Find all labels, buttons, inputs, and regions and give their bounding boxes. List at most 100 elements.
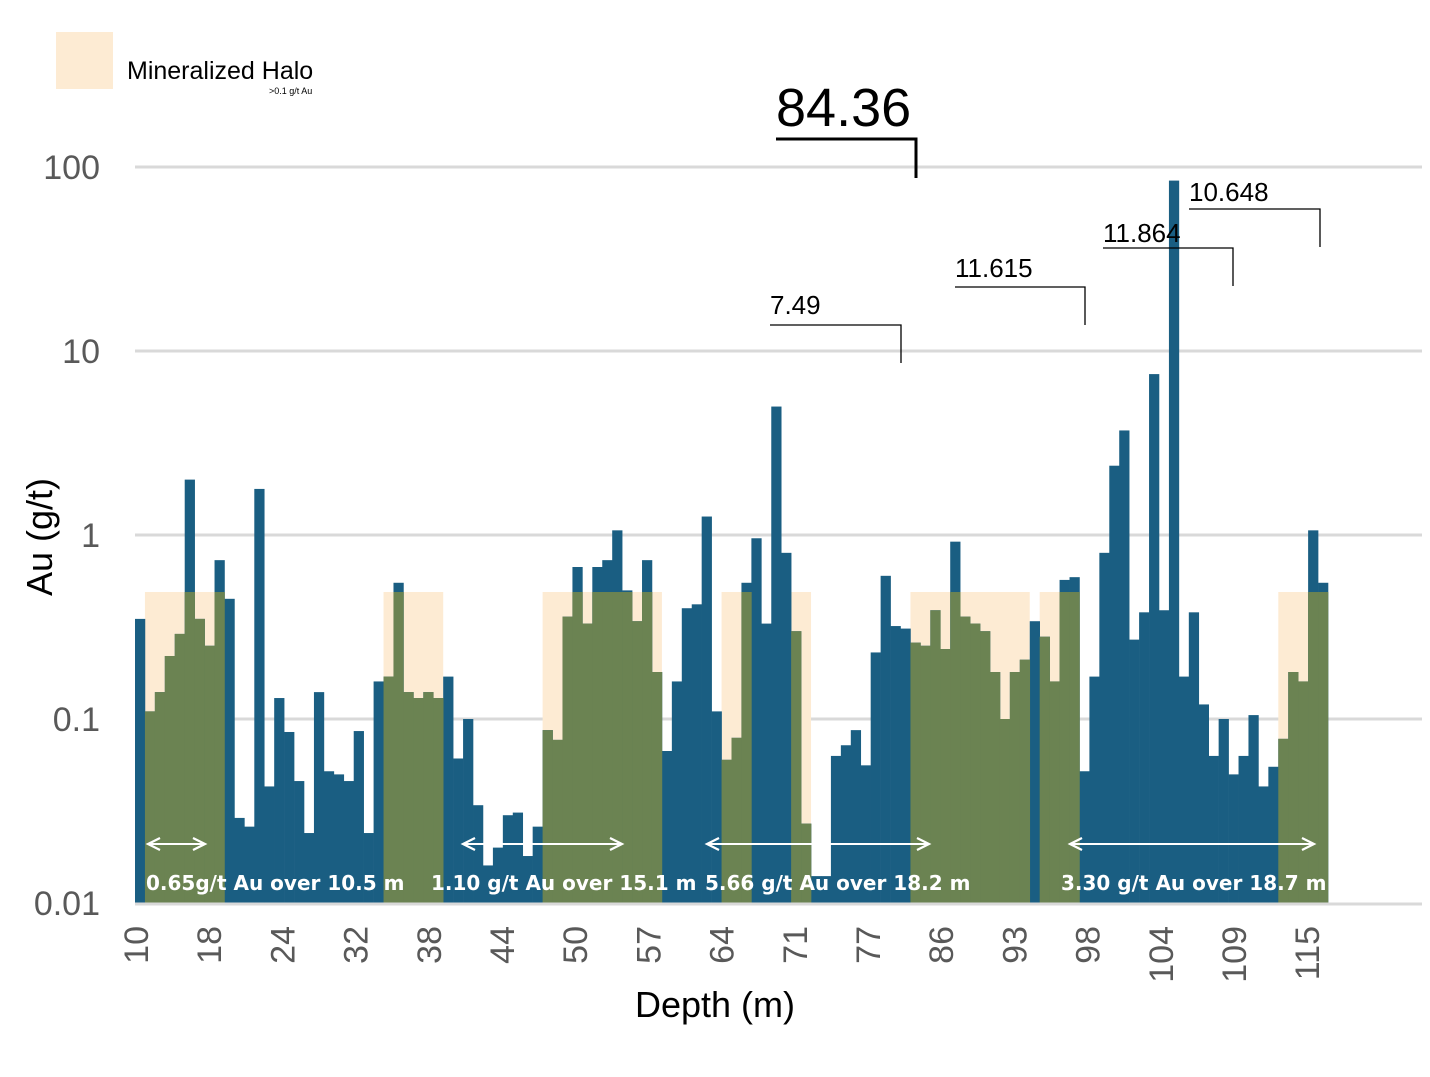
bar bbox=[711, 711, 722, 903]
bar bbox=[1158, 610, 1170, 903]
annotation-leader bbox=[1103, 247, 1234, 286]
annotation-7-49: 7.49 bbox=[770, 290, 902, 363]
bar bbox=[313, 692, 325, 903]
bar bbox=[244, 826, 255, 903]
x-tick-label: 10 bbox=[118, 926, 156, 964]
arrow-left-icon bbox=[460, 837, 476, 851]
bar bbox=[850, 730, 862, 903]
annotation-leader bbox=[776, 137, 918, 178]
annotation-leader bbox=[1189, 208, 1321, 247]
halo-bars bbox=[144, 592, 1329, 903]
bar bbox=[880, 575, 891, 903]
legend-swatch bbox=[56, 32, 113, 89]
bar bbox=[353, 731, 364, 903]
bar bbox=[1079, 771, 1090, 903]
bar bbox=[264, 786, 275, 903]
bar bbox=[284, 731, 295, 903]
y-tick-label: 1 bbox=[81, 517, 100, 555]
halo-bar bbox=[910, 642, 921, 903]
arrow-right-icon bbox=[916, 837, 932, 851]
halo-bar bbox=[423, 692, 434, 903]
halo-bar bbox=[602, 592, 613, 903]
y-tick-label: 100 bbox=[43, 149, 100, 187]
annotation-11-615: 11.615 bbox=[955, 253, 1086, 325]
halo-bar bbox=[632, 621, 643, 903]
halo-bar bbox=[433, 698, 444, 903]
bar bbox=[502, 815, 514, 903]
x-tick-label: 71 bbox=[777, 926, 815, 964]
halo-bar bbox=[1298, 681, 1309, 903]
halo-bar bbox=[1009, 672, 1021, 903]
halo-bar bbox=[194, 618, 205, 903]
halo-bar bbox=[1069, 592, 1080, 903]
bar bbox=[1149, 374, 1160, 903]
halo-bar bbox=[950, 592, 961, 903]
halo-bar bbox=[542, 730, 553, 903]
x-tick-label: 64 bbox=[704, 926, 742, 964]
bar bbox=[811, 876, 822, 903]
halo-bar bbox=[144, 711, 156, 903]
halo-bar bbox=[1039, 636, 1050, 903]
x-tick-label: 98 bbox=[1070, 926, 1108, 964]
halo-bar bbox=[164, 655, 176, 903]
bar bbox=[512, 812, 524, 903]
interval-label: 1.10 g/t Au over 15.1 m bbox=[431, 871, 696, 895]
bar bbox=[1109, 465, 1120, 903]
bar bbox=[1178, 676, 1190, 903]
halo-bar bbox=[791, 631, 802, 903]
x-tick-label: 104 bbox=[1143, 926, 1181, 983]
bar bbox=[1029, 621, 1040, 903]
annotation-label: 7.49 bbox=[770, 290, 821, 320]
halo-bar bbox=[999, 719, 1011, 903]
y-tick-label: 0.01 bbox=[34, 885, 100, 923]
halo-bar bbox=[1308, 592, 1319, 903]
annotation-leader bbox=[955, 286, 1086, 325]
bar bbox=[1238, 755, 1249, 903]
halo-bar bbox=[940, 649, 951, 903]
halo-bar bbox=[403, 692, 414, 903]
halo-bar bbox=[572, 592, 583, 903]
halo-bar bbox=[960, 616, 971, 903]
arrow-left-icon bbox=[145, 837, 161, 851]
halo-bar bbox=[731, 737, 742, 903]
halo-bar bbox=[1049, 681, 1060, 903]
y-tick-label: 0.1 bbox=[53, 701, 100, 739]
bar bbox=[840, 745, 852, 903]
halo-bar bbox=[1059, 592, 1070, 903]
x-tick-label: 115 bbox=[1289, 926, 1327, 980]
bar bbox=[343, 781, 355, 903]
bar bbox=[135, 618, 146, 903]
bar bbox=[781, 552, 792, 903]
interval-label: 3.30 g/t Au over 18.7 m bbox=[1061, 871, 1326, 895]
halo-bar bbox=[393, 592, 404, 903]
bar bbox=[771, 406, 782, 903]
bar bbox=[681, 608, 693, 903]
bar bbox=[701, 516, 712, 903]
x-tick-label: 38 bbox=[411, 926, 449, 964]
halo-bar bbox=[154, 692, 166, 903]
halo-bar bbox=[721, 759, 732, 903]
bar bbox=[294, 781, 305, 903]
x-tick-label: 77 bbox=[850, 926, 888, 964]
bar bbox=[482, 865, 494, 903]
halo-bar bbox=[1288, 672, 1299, 903]
annotation-label: 11.615 bbox=[955, 253, 1033, 283]
bar bbox=[323, 771, 335, 903]
halo-bar bbox=[204, 645, 215, 903]
x-tick-label: 50 bbox=[557, 926, 595, 964]
annotation-label: 84.36 bbox=[776, 78, 911, 138]
halo-bar bbox=[582, 623, 593, 903]
bar bbox=[830, 755, 842, 903]
x-tick-label: 86 bbox=[923, 926, 961, 964]
halo-bar bbox=[592, 592, 603, 903]
bar bbox=[820, 876, 832, 903]
bar bbox=[492, 847, 504, 903]
bar bbox=[473, 805, 484, 903]
interval-arrows bbox=[145, 837, 1317, 851]
halo-bar bbox=[970, 623, 981, 903]
bar bbox=[661, 751, 673, 903]
halo-bar bbox=[651, 672, 663, 903]
halo-bar bbox=[801, 823, 812, 903]
bar bbox=[443, 676, 454, 903]
